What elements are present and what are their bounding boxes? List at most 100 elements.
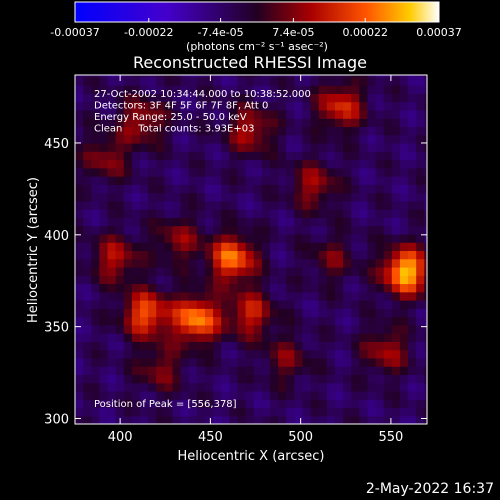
heatmap-cell	[286, 382, 295, 392]
heatmap-cell	[416, 407, 425, 417]
heatmap-cell	[294, 142, 304, 152]
heatmap-cell	[269, 300, 279, 309]
heatmap-cell	[237, 85, 247, 94]
heatmap-cell	[123, 85, 133, 94]
heatmap-cell	[391, 142, 401, 152]
heatmap-cell	[213, 366, 222, 376]
heatmap-cell	[213, 76, 222, 86]
heatmap-cell	[391, 184, 401, 194]
heatmap-cell	[399, 374, 409, 384]
heatmap-cell	[213, 118, 222, 128]
heatmap-cell	[229, 176, 239, 185]
heatmap-cell	[83, 333, 92, 342]
heatmap-cell	[123, 126, 133, 136]
heatmap-cell	[416, 366, 425, 376]
heatmap-cell	[269, 333, 279, 342]
heatmap-cell	[424, 93, 427, 103]
x-tick-label: 400	[108, 430, 133, 445]
heatmap-cell	[351, 126, 360, 136]
heatmap-cell	[334, 258, 344, 268]
heatmap-cell	[318, 101, 328, 111]
heatmap-cell	[188, 217, 198, 227]
heatmap-cell	[424, 167, 427, 177]
heatmap-cell	[139, 85, 149, 94]
heatmap-cell	[188, 233, 198, 243]
heatmap-cell	[83, 200, 92, 210]
heatmap-cell	[261, 349, 271, 359]
heatmap-cell	[367, 349, 377, 359]
heatmap-cell	[148, 374, 157, 384]
heatmap-cell	[343, 324, 352, 334]
heatmap-cell	[115, 300, 125, 309]
heatmap-cell	[123, 233, 133, 243]
heatmap-cell	[245, 341, 255, 351]
heatmap-cell	[180, 341, 190, 351]
heatmap-cell	[221, 316, 230, 326]
heatmap-cell	[253, 300, 263, 309]
heatmap-cell	[294, 341, 304, 351]
heatmap-cell	[196, 291, 206, 301]
heatmap-cell	[375, 308, 385, 318]
heatmap-cell	[399, 200, 409, 210]
heatmap-cell	[326, 151, 336, 161]
heatmap-cell	[245, 101, 255, 111]
heatmap-cell	[334, 184, 344, 194]
heatmap-cell	[75, 225, 84, 235]
heatmap-cell	[164, 333, 174, 342]
heatmap-cell	[351, 93, 360, 103]
heatmap-cell	[253, 308, 263, 318]
heatmap-cell	[302, 85, 312, 94]
heatmap-cell	[326, 341, 336, 351]
heatmap-cell	[204, 390, 214, 400]
heatmap-cell	[237, 217, 247, 227]
heatmap-cell	[326, 333, 336, 342]
heatmap-cell	[75, 258, 84, 268]
heatmap-cell	[261, 275, 271, 285]
heatmap-cell	[302, 93, 312, 103]
heatmap-cell	[91, 316, 100, 326]
heatmap-cell	[204, 167, 214, 177]
heatmap-cell	[343, 399, 352, 409]
heatmap-cell	[213, 300, 222, 309]
heatmap-cell	[351, 316, 360, 326]
heatmap-cell	[343, 407, 352, 417]
heatmap-cell	[115, 192, 125, 202]
heatmap-cell	[399, 85, 409, 94]
heatmap-cell	[269, 374, 279, 384]
heatmap-cell	[334, 134, 344, 144]
heatmap-cell	[351, 225, 360, 235]
heatmap-cell	[180, 275, 190, 285]
heatmap-cell	[294, 258, 304, 268]
heatmap-cell	[213, 242, 222, 252]
heatmap-cell	[326, 217, 336, 227]
heatmap-cell	[99, 200, 109, 210]
heatmap-cell	[269, 366, 279, 376]
heatmap-cell	[237, 324, 247, 334]
heatmap-cell	[359, 126, 369, 136]
heatmap-cell	[107, 159, 117, 169]
heatmap-cell	[375, 316, 385, 326]
heatmap-cell	[99, 134, 109, 144]
heatmap-cell	[367, 225, 377, 235]
heatmap-cell	[383, 142, 393, 152]
heatmap-cell	[351, 159, 360, 169]
heatmap-cell	[172, 266, 182, 276]
heatmap-cell	[131, 283, 141, 293]
heatmap-cell	[180, 258, 190, 268]
heatmap-cell	[269, 192, 279, 202]
heatmap-cell	[318, 390, 328, 400]
heatmap-cell	[416, 250, 425, 260]
heatmap-cell	[245, 258, 255, 268]
heatmap-cell	[204, 316, 214, 326]
heatmap-cell	[375, 101, 385, 111]
heatmap-cell	[302, 217, 312, 227]
heatmap-cell	[408, 324, 417, 334]
x-tick-label: 550	[378, 430, 403, 445]
heatmap-cell	[408, 399, 417, 409]
heatmap-cell	[229, 151, 239, 161]
y-tick-label: 450	[44, 137, 69, 152]
heatmap-cell	[399, 283, 409, 293]
heatmap-cell	[269, 266, 279, 276]
heatmap-cell	[188, 324, 198, 334]
heatmap-cell	[156, 134, 165, 144]
